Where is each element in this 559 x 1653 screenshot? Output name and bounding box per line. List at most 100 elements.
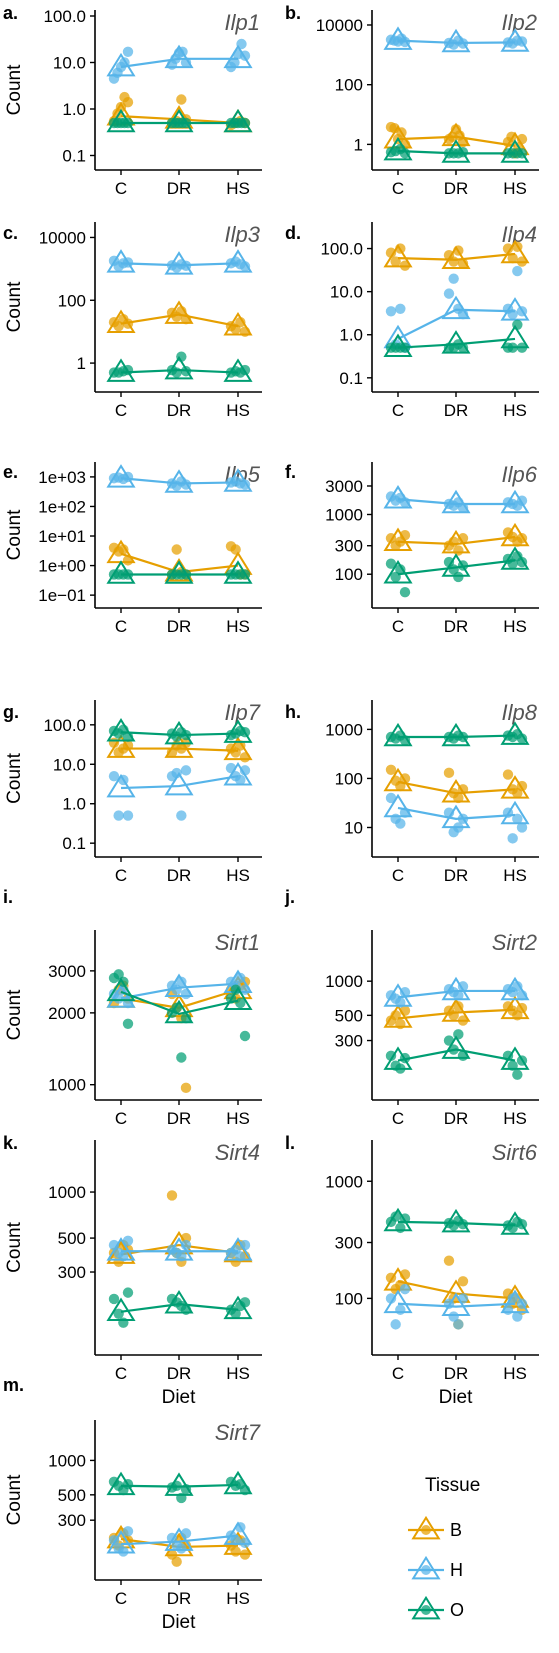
data-point [122, 97, 134, 108]
x-tick-label: C [115, 866, 127, 885]
y-tick-label: 3000 [48, 962, 86, 981]
data-point [453, 990, 464, 1001]
mean-marker [383, 560, 413, 584]
mean-marker [441, 330, 471, 354]
data-point [230, 544, 241, 555]
mean-marker [223, 1470, 253, 1495]
mean-marker [106, 249, 136, 273]
mean-marker [164, 560, 194, 584]
series-O [383, 1207, 530, 1235]
mean-marker [500, 239, 530, 264]
panel-letter: e. [3, 462, 18, 482]
mean-marker [164, 1527, 194, 1551]
y-tick-label: 100 [335, 565, 363, 584]
data-point [457, 342, 469, 353]
x-tick-label: HS [226, 179, 250, 198]
data-point [448, 1311, 459, 1322]
y-tick-label: 300 [335, 537, 363, 556]
mean-marker [441, 804, 471, 829]
mean-line [397, 535, 516, 546]
series-O [106, 1287, 253, 1328]
mean-marker [106, 1530, 136, 1554]
data-point [176, 1052, 187, 1063]
mean-marker [500, 297, 530, 321]
mean-marker [223, 249, 253, 273]
data-point [448, 273, 459, 284]
x-tick-label: DR [167, 866, 192, 885]
mean-line [397, 989, 515, 999]
data-point [385, 792, 397, 804]
x-tick-label: DR [167, 617, 192, 636]
mean-marker [164, 973, 194, 998]
data-point [457, 981, 469, 992]
data-point [180, 1082, 192, 1094]
series-H [106, 1235, 253, 1262]
panel-title: Ilp2 [502, 10, 537, 35]
mean-line [397, 149, 515, 155]
data-point [443, 288, 455, 299]
data-point [385, 1050, 397, 1062]
panel-title: Ilp8 [502, 700, 538, 725]
y-tick-label: 300 [335, 1032, 363, 1051]
x-axis-title: Diet [162, 1387, 197, 1408]
data-point [399, 986, 411, 998]
panel-sirt4: 300 500 1000 C DR HS k. Sirt4 Count Diet [3, 1133, 262, 1408]
panel-ilp3: 1 100 10000 C DR HS c. Ilp3 Count [3, 222, 262, 420]
x-tick-label: DR [444, 866, 469, 885]
data-point [512, 981, 523, 992]
mean-line [397, 780, 516, 795]
y-axis-title: Count [4, 509, 25, 560]
y-tick-label: 10000 [316, 16, 363, 35]
data-point [239, 1030, 251, 1042]
mean-marker [223, 986, 253, 1010]
mean-marker [441, 779, 471, 803]
panel-letter: c. [3, 223, 18, 243]
mean-marker [106, 309, 136, 333]
mean-marker [500, 775, 530, 799]
series-O [383, 319, 530, 358]
data-point [512, 1311, 523, 1322]
y-axis-title: Count [4, 281, 25, 332]
y-tick-label: 1000 [48, 1076, 86, 1095]
y-tick-label: 1e+01 [38, 527, 86, 546]
mean-marker [500, 800, 530, 825]
data-point [399, 1283, 411, 1295]
panel-letter: f. [285, 462, 296, 482]
mean-line [397, 806, 516, 820]
y-tick-label: 100 [335, 769, 363, 788]
x-axis-title: Diet [162, 1612, 197, 1633]
mean-line [397, 559, 516, 576]
y-tick-label: 10000 [39, 228, 86, 247]
mean-marker [441, 1208, 471, 1233]
mean-marker [383, 136, 413, 161]
x-tick-label: DR [167, 401, 192, 420]
y-tick-label: 1.0 [339, 326, 363, 345]
series-O [106, 718, 253, 745]
mean-line [120, 1483, 239, 1488]
data-point [453, 545, 464, 556]
series-O [106, 108, 253, 133]
mean-marker [441, 139, 471, 163]
mean-line [120, 57, 238, 69]
panel-title: Sirt6 [492, 1140, 538, 1165]
series-O [383, 721, 530, 747]
data-point [118, 1317, 129, 1328]
x-tick-label: C [115, 401, 127, 420]
panel-title: Ilp1 [225, 10, 260, 35]
data-point [512, 813, 523, 825]
legend-triangle [411, 1515, 441, 1540]
series-H [383, 485, 530, 514]
legend-dot [421, 1565, 431, 1575]
mean-marker [500, 546, 530, 570]
data-point [385, 1293, 397, 1304]
x-tick-label: HS [226, 1589, 250, 1608]
mean-marker [441, 245, 471, 270]
mean-marker [383, 983, 413, 1007]
mean-marker [106, 358, 136, 382]
mean-line [120, 990, 239, 1016]
data-point [507, 833, 518, 844]
series-H [106, 761, 253, 821]
series-B [106, 300, 253, 337]
panel-title: Ilp6 [502, 462, 538, 487]
x-tick-label: HS [503, 866, 527, 885]
